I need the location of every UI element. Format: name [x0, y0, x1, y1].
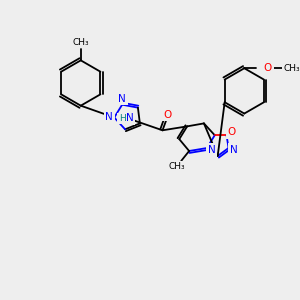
Text: N: N [230, 145, 237, 155]
Text: O: O [227, 127, 236, 137]
Text: N: N [126, 113, 134, 124]
Text: O: O [163, 110, 172, 119]
Text: H: H [119, 114, 125, 123]
Text: CH₃: CH₃ [169, 162, 186, 171]
Text: CH₃: CH₃ [283, 64, 300, 73]
Text: N: N [106, 112, 113, 122]
Text: N: N [208, 145, 216, 155]
Text: O: O [264, 63, 272, 73]
Text: CH₃: CH₃ [73, 38, 89, 47]
Text: N: N [118, 94, 126, 104]
